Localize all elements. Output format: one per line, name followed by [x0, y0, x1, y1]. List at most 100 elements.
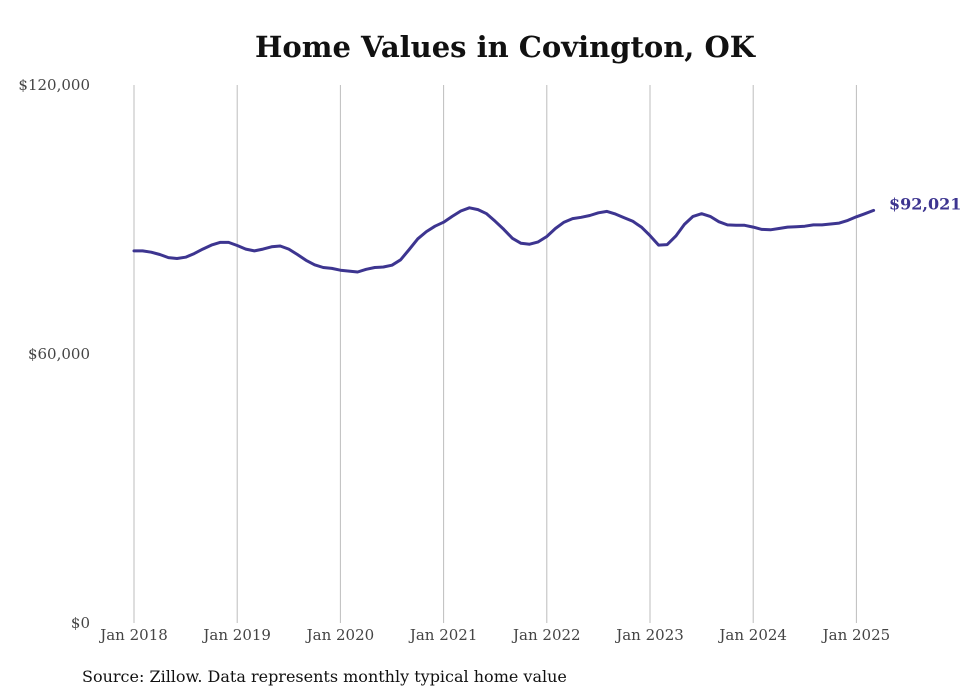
data-point — [872, 209, 875, 212]
y-tick-label: $0 — [71, 614, 90, 632]
grid-lines — [133, 85, 857, 623]
data-point — [253, 250, 256, 252]
chart-title: Home Values in Covington, OK — [255, 30, 755, 64]
x-tick-label: Jan 2020 — [305, 626, 375, 644]
data-point — [726, 224, 729, 226]
data-point — [313, 264, 316, 266]
data-point — [494, 220, 497, 223]
data-point — [468, 207, 471, 209]
data-point — [331, 267, 333, 270]
data-point — [855, 216, 858, 218]
data-point — [623, 216, 625, 219]
data-point — [649, 234, 651, 237]
data-point — [554, 227, 557, 230]
y-axis-labels: $0 $60,000 $120,000 — [18, 76, 90, 632]
data-point — [632, 220, 634, 223]
data-point — [382, 266, 385, 268]
data-point — [442, 221, 445, 223]
x-axis-labels: Jan 2018 Jan 2019 Jan 2020 Jan 2021 Jan 2022… — [98, 626, 890, 644]
data-point — [210, 244, 213, 246]
data-point — [288, 248, 290, 250]
data-point — [528, 243, 531, 245]
data-point — [812, 224, 815, 226]
data-point — [692, 215, 694, 218]
data-point — [219, 241, 221, 244]
data-point — [597, 212, 600, 214]
data-point — [537, 241, 539, 243]
data-point — [434, 225, 436, 227]
data-point — [571, 217, 574, 220]
data-point — [141, 250, 144, 252]
data-point — [296, 253, 299, 256]
data-point — [838, 222, 840, 224]
data-point — [262, 248, 264, 250]
series-layer: $92,021 — [132, 194, 961, 274]
data-point — [743, 224, 746, 227]
data-point — [356, 271, 359, 273]
data-point — [503, 228, 505, 231]
data-point — [176, 257, 178, 260]
series-line — [132, 206, 876, 274]
data-point — [305, 259, 307, 262]
data-point — [718, 220, 720, 223]
data-point — [546, 235, 548, 238]
data-point — [133, 250, 135, 252]
data-point — [761, 228, 763, 231]
x-tick-label: Jan 2025 — [821, 626, 891, 644]
data-point — [520, 242, 522, 245]
data-point — [640, 226, 643, 228]
data-point — [752, 226, 754, 228]
data-point — [391, 264, 393, 267]
data-point — [399, 259, 402, 261]
data-point — [339, 269, 342, 272]
data-point — [348, 270, 350, 272]
x-tick-label: Jan 2023 — [614, 626, 684, 644]
data-point — [778, 227, 780, 230]
data-point — [451, 215, 454, 218]
data-point — [589, 214, 591, 217]
data-point — [580, 216, 582, 219]
data-point — [829, 223, 832, 225]
data-point — [227, 241, 230, 244]
data-point — [709, 215, 711, 218]
x-tick-label: Jan 2018 — [98, 626, 168, 644]
data-point — [614, 213, 617, 215]
data-point — [322, 266, 325, 269]
data-point — [184, 256, 187, 259]
data-point — [485, 212, 488, 215]
data-point — [425, 230, 428, 233]
data-point — [675, 235, 677, 237]
data-point — [279, 245, 282, 247]
data-point — [150, 251, 152, 253]
x-tick-label: Jan 2022 — [511, 626, 581, 644]
data-point — [408, 248, 411, 251]
data-point — [657, 244, 660, 246]
data-point — [821, 224, 823, 226]
data-point — [365, 268, 368, 271]
x-tick-label: Jan 2019 — [201, 626, 271, 644]
data-point — [700, 212, 703, 215]
data-point — [167, 256, 170, 259]
data-point — [202, 248, 204, 250]
y-tick-label: $120,000 — [18, 76, 90, 94]
data-point — [683, 223, 686, 226]
data-point — [786, 226, 789, 228]
data-point — [374, 266, 376, 269]
data-point — [417, 238, 419, 240]
data-point — [666, 243, 668, 246]
x-tick-label: Jan 2024 — [717, 626, 787, 644]
data-point — [606, 210, 608, 213]
data-point — [511, 237, 514, 240]
y-tick-label: $60,000 — [28, 345, 90, 363]
data-point — [193, 252, 195, 255]
data-point — [477, 208, 479, 211]
data-point — [847, 219, 849, 222]
data-point — [735, 224, 737, 227]
data-point — [460, 210, 462, 212]
data-point — [245, 248, 247, 250]
source-note: Source: Zillow. Data represents monthly … — [82, 667, 567, 686]
data-point — [159, 253, 161, 256]
end-value-label: $92,021 — [889, 194, 961, 213]
data-point — [563, 221, 565, 223]
